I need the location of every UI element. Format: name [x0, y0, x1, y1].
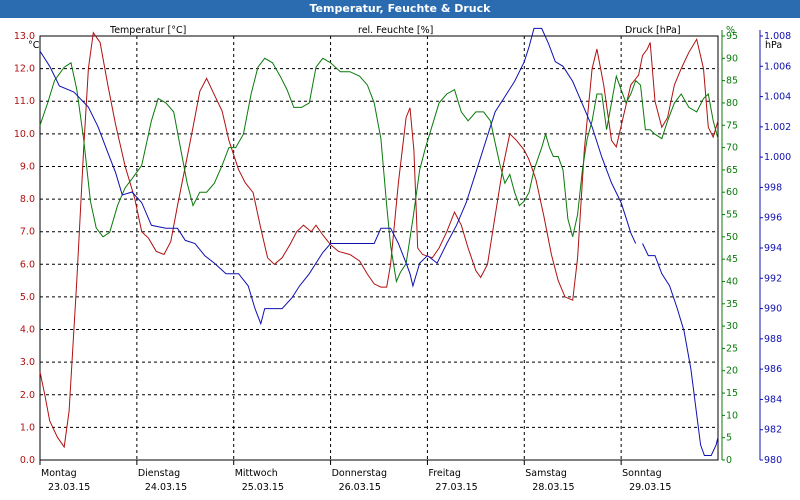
temperature-tick-label: 2.0: [20, 390, 35, 401]
humidity-tick-label: 75: [726, 120, 738, 131]
x-day-label: Sonntag: [622, 468, 661, 479]
pressure-tick-label: 1.006: [764, 61, 791, 72]
temperature-tick-label: 10.0: [14, 129, 35, 140]
pressure-tick-label: 982: [764, 425, 782, 436]
temperature-tick-label: 9.0: [20, 161, 35, 172]
pressure-tick-label: 990: [764, 304, 782, 315]
humidity-tick-label: 20: [726, 366, 738, 377]
pressure-tick-label: 988: [764, 334, 782, 345]
pressure-axis-unit: hPa: [765, 40, 782, 51]
x-date-label: 29.03.15: [629, 482, 671, 493]
humidity-tick-label: 45: [726, 254, 738, 265]
humidity-tick-label: 90: [726, 53, 738, 64]
pressure-tick-label: 992: [764, 273, 782, 284]
series-line-humidity: [39, 57, 719, 284]
x-day-label: Freitag: [428, 468, 461, 479]
series-line-pressure: [642, 243, 719, 456]
pressure-tick-label: 998: [764, 182, 782, 193]
x-date-label: 25.03.15: [242, 482, 284, 493]
x-date-label: 23.03.15: [48, 482, 90, 493]
humidity-tick-label: 35: [726, 299, 738, 310]
temperature-tick-label: 13.0: [14, 31, 35, 42]
x-day-label: Donnerstag: [332, 468, 387, 479]
humidity-tick-label: 30: [726, 321, 738, 332]
series-line-pressure: [39, 27, 637, 326]
humidity-tick-label: 15: [726, 388, 738, 399]
humidity-tick-label: 25: [726, 343, 738, 354]
series-line-temperature: [39, 31, 719, 449]
humidity-tick-label: 95: [726, 31, 738, 42]
humidity-tick-label: 50: [726, 232, 738, 243]
temperature-tick-label: 4.0: [20, 325, 35, 336]
humidity-axis-unit: %: [726, 25, 735, 36]
pressure-tick-label: 980: [764, 455, 782, 466]
x-date-label: 28.03.15: [532, 482, 574, 493]
pressure-tick-label: 994: [764, 243, 782, 254]
temperature-tick-label: 3.0: [20, 357, 35, 368]
humidity-tick-label: 60: [726, 187, 738, 198]
pressure-tick-label: 1.000: [764, 152, 791, 163]
temperature-tick-label: 12.0: [14, 64, 35, 75]
humidity-tick-label: 5: [726, 433, 732, 444]
temperature-axis-unit: °C: [28, 40, 40, 51]
axes: 0.0 1.0 2.0 3.0 4.0 5.0 6.0 7.0 8.0 9.0 10.0 11.0 12…: [14, 25, 791, 493]
pressure-tick-label: 1.004: [764, 92, 791, 103]
humidity-tick-label: 80: [726, 98, 738, 109]
pressure-tick-label: 986: [764, 364, 782, 375]
series-lines: [39, 27, 719, 456]
humidity-series-title: rel. Feuchte [%]: [358, 25, 433, 36]
pressure-tick-label: 1.002: [764, 122, 791, 133]
temperature-tick-label: 11.0: [14, 96, 35, 107]
temperature-tick-label: 7.0: [20, 227, 35, 238]
window-title: Temperatur, Feuchte & Druck: [0, 0, 800, 18]
humidity-tick-label: 10: [726, 410, 738, 421]
temperature-tick-label: 1.0: [20, 422, 35, 433]
pressure-tick-label: 984: [764, 394, 782, 405]
x-day-label: Dienstag: [138, 468, 180, 479]
x-day-label: Mittwoch: [235, 468, 278, 479]
humidity-tick-label: 0: [726, 455, 732, 466]
temperature-tick-label: 0.0: [20, 455, 35, 466]
x-date-label: 24.03.15: [145, 482, 187, 493]
x-day-label: Samstag: [525, 468, 567, 479]
grid: [39, 35, 719, 461]
x-day-label: Montag: [41, 468, 77, 479]
pressure-tick-label: 1.008: [764, 31, 791, 42]
humidity-tick-label: 70: [726, 143, 738, 154]
temperature-tick-label: 5.0: [20, 292, 35, 303]
humidity-tick-label: 85: [726, 76, 738, 87]
temperature-tick-label: 6.0: [20, 259, 35, 270]
humidity-tick-label: 65: [726, 165, 738, 176]
temperature-series-title: Temperatur [°C]: [109, 25, 186, 36]
x-date-label: 26.03.15: [339, 482, 381, 493]
humidity-tick-label: 40: [726, 276, 738, 287]
pressure-series-title: Druck [hPa]: [625, 25, 681, 36]
chart: °C Temperatur [°C] rel. Feuchte [%] Druc…: [14, 25, 791, 493]
plot-frame: [39, 35, 719, 461]
pressure-tick-label: 996: [764, 213, 782, 224]
humidity-tick-label: 55: [726, 210, 738, 221]
temperature-tick-label: 8.0: [20, 194, 35, 205]
x-date-label: 27.03.15: [435, 482, 477, 493]
